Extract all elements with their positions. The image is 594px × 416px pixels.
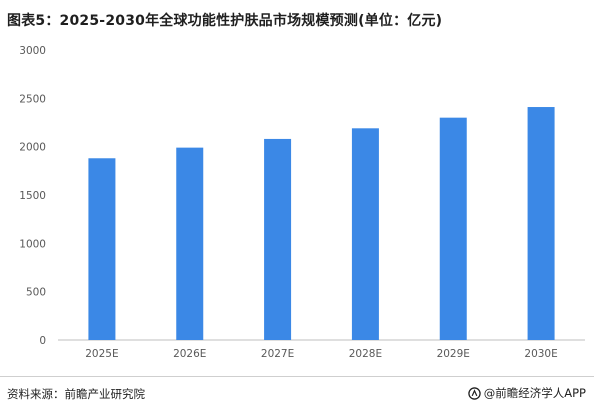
x-tick-label: 2025E bbox=[85, 348, 118, 360]
x-tick-label: 2028E bbox=[349, 348, 382, 360]
y-tick-label: 0 bbox=[39, 335, 46, 347]
data-source: 资料来源：前瞻产业研究院 bbox=[7, 387, 145, 401]
chart-title: 图表5：2025-2030年全球功能性护肤品市场规模预测(单位：亿元) bbox=[7, 13, 443, 29]
bar-2029E bbox=[439, 117, 467, 341]
footer-divider bbox=[0, 376, 594, 377]
x-tick-label: 2030E bbox=[524, 348, 557, 360]
y-tick-label: 2000 bbox=[19, 142, 46, 154]
y-tick-label: 1000 bbox=[19, 238, 46, 250]
bar-2028E bbox=[351, 128, 379, 340]
bar-2027E bbox=[264, 138, 292, 340]
x-tick-label: 2026E bbox=[173, 348, 206, 360]
y-tick-label: 500 bbox=[26, 287, 46, 299]
y-tick-label: 1500 bbox=[19, 190, 46, 202]
bar-2030E bbox=[527, 107, 555, 341]
x-tick-label: 2027E bbox=[261, 348, 294, 360]
bar-2025E bbox=[88, 158, 116, 340]
brand-logo-icon bbox=[468, 386, 481, 400]
y-tick-label: 3000 bbox=[19, 45, 46, 57]
bar-chart: 0 500 1000 1500 2000 2500 3000 2025E 2026E 2027E 2… bbox=[19, 45, 585, 360]
brand-text: @前瞻经济学人APP bbox=[483, 386, 586, 400]
brand-label: @前瞻经济学人APP bbox=[468, 385, 586, 401]
y-tick-label: 2500 bbox=[19, 93, 46, 105]
bar-2026E bbox=[176, 147, 204, 340]
x-tick-label: 2029E bbox=[437, 348, 470, 360]
